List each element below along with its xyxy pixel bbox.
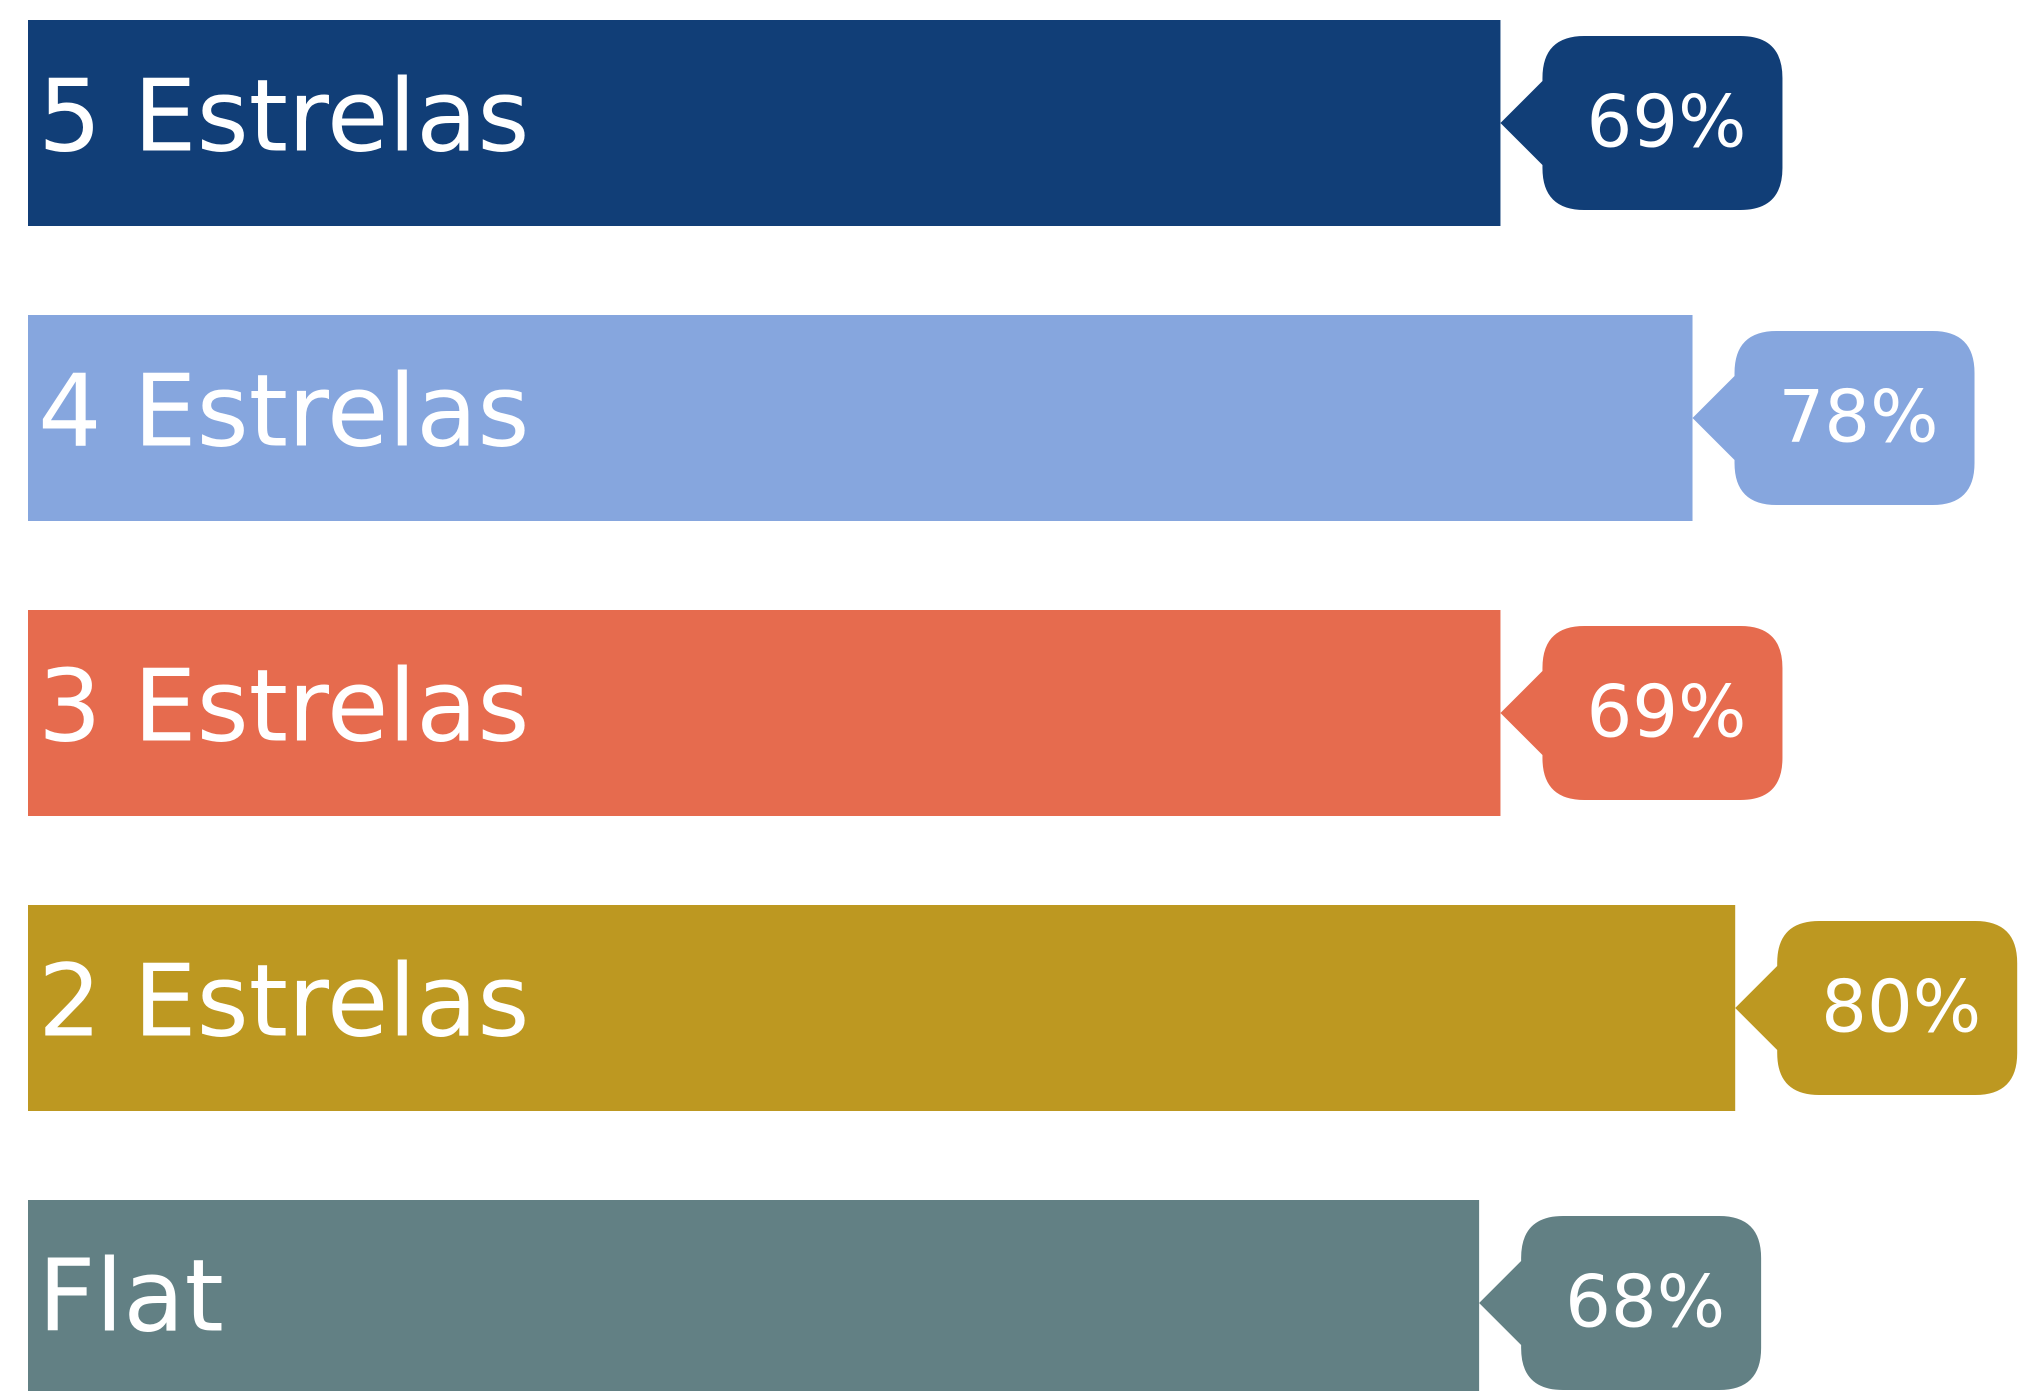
value-label-1: 78%	[1779, 375, 1939, 459]
value-label-4: 68%	[1565, 1260, 1725, 1344]
bar-3	[28, 905, 1736, 1111]
value-label-2: 69%	[1586, 670, 1746, 754]
value-bubble-1	[1692, 331, 1975, 505]
bar-4	[28, 1200, 1480, 1391]
bar-2	[28, 610, 1501, 816]
bar-0	[28, 20, 1501, 226]
value-label-3: 80%	[1821, 965, 1981, 1049]
value-bubble-3	[1735, 921, 2018, 1095]
value-bubble-4	[1479, 1216, 1762, 1390]
bar-1	[28, 315, 1693, 521]
category-label-4: Flat	[38, 1237, 224, 1354]
category-label-3: 2 Estrelas	[38, 942, 530, 1059]
value-label-0: 69%	[1586, 80, 1746, 164]
category-label-1: 4 Estrelas	[38, 352, 530, 469]
value-bubble-0	[1500, 36, 1783, 210]
category-label-2: 3 Estrelas	[38, 647, 530, 764]
bars-group: 5 Estrelas 69% 4 Estrelas 78% 3 Estrelas 69% 2…	[28, 20, 2018, 1391]
value-bubble-2	[1500, 626, 1783, 800]
category-label-0: 5 Estrelas	[38, 57, 530, 174]
